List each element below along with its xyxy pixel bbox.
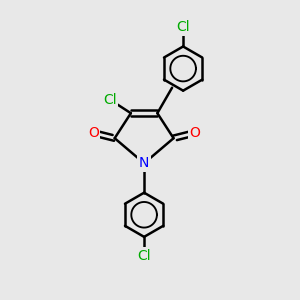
- Text: Cl: Cl: [137, 249, 151, 263]
- Text: Cl: Cl: [103, 93, 117, 106]
- Text: O: O: [190, 126, 200, 140]
- Text: Cl: Cl: [176, 20, 190, 34]
- Text: N: N: [139, 156, 149, 170]
- Text: O: O: [88, 126, 99, 140]
